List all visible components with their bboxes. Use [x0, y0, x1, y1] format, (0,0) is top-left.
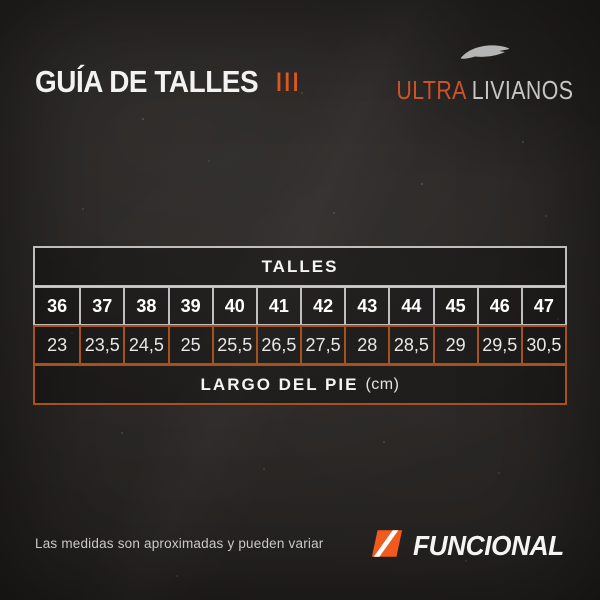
funcional-slash-icon	[370, 528, 404, 564]
size-cell: 44	[388, 288, 432, 324]
size-cell: 46	[476, 288, 521, 324]
length-cell: 30,5	[520, 327, 565, 363]
funcional-brand-name: FUNCIONAL	[412, 530, 564, 561]
background-texture	[0, 0, 2, 2]
size-cell: 43	[344, 288, 388, 324]
footer-unit: (cm)	[365, 375, 400, 393]
size-cell: 39	[167, 288, 212, 324]
size-table: TALLES 36 37 38 39 40 41 42 43 44 45 46 …	[33, 246, 567, 405]
length-cell: 26,5	[255, 327, 300, 363]
page-title: GUÍA DE TALLES	[35, 64, 259, 99]
brand-lockup: ULTRA LIVIANOS	[397, 42, 573, 106]
brand-word-livianos: LIVIANOS	[471, 75, 574, 105]
size-cell: 47	[520, 288, 565, 324]
edition-mark: III	[276, 66, 302, 97]
table-row-sizes: 36 37 38 39 40 41 42 43 44 45 46 47	[33, 286, 567, 326]
size-cell: 40	[211, 288, 256, 324]
size-cell: 42	[300, 288, 344, 324]
disclaimer-text: Las medidas son aproximadas y pueden var…	[35, 536, 324, 551]
length-cell: 23,5	[79, 327, 123, 363]
length-cell: 29	[432, 327, 477, 363]
footer-label: LARGO DEL PIE	[200, 374, 359, 394]
length-cell: 25,5	[211, 327, 256, 363]
brand-text: ULTRA LIVIANOS	[397, 75, 574, 106]
size-cell: 41	[255, 288, 300, 324]
size-cell: 45	[432, 288, 477, 324]
funcional-logo: FUNCIONAL	[370, 528, 573, 564]
length-cell: 28	[344, 327, 388, 363]
header: GUÍA DE TALLES III	[35, 64, 329, 100]
feather-icon	[458, 42, 512, 69]
table-row-lengths: 23 23,5 24,5 25 25,5 26,5 27,5 28 28,5 2…	[33, 325, 567, 365]
length-cell: 28,5	[388, 327, 432, 363]
length-cell: 27,5	[300, 327, 344, 363]
length-cell: 25	[167, 327, 212, 363]
size-cell: 36	[47, 295, 68, 316]
size-cell: 38	[123, 288, 167, 324]
table-header-talles: TALLES	[33, 246, 567, 287]
length-cell: 23	[47, 334, 68, 355]
table-footer-largo-del-pie: LARGO DEL PIE (cm)	[33, 364, 567, 405]
size-cell: 37	[79, 288, 123, 324]
brand-word-ultra: ULTRA	[396, 75, 467, 105]
length-cell: 24,5	[123, 327, 167, 363]
length-cell: 29,5	[476, 327, 521, 363]
